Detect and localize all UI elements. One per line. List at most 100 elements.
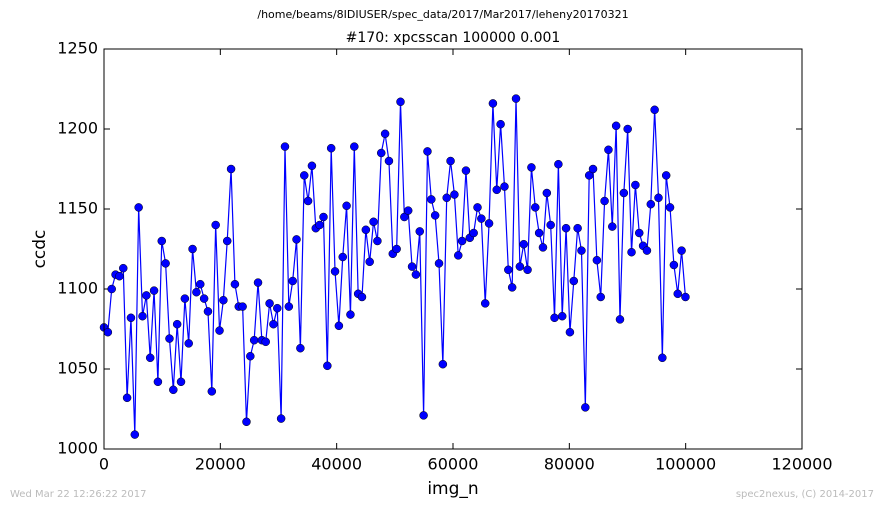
- data-point: [427, 195, 436, 204]
- data-point: [323, 361, 332, 371]
- data-point: [157, 236, 167, 246]
- data-point: [534, 228, 544, 238]
- data-point: [338, 252, 347, 262]
- data-point: [515, 262, 525, 271]
- data-point: [473, 203, 482, 212]
- data-point: [153, 377, 163, 387]
- data-point: [211, 220, 220, 230]
- data-point: [500, 182, 509, 191]
- data-point: [373, 236, 382, 246]
- data-point: [172, 319, 182, 329]
- data-point: [504, 265, 513, 275]
- data-point: [299, 171, 309, 180]
- data-point: [249, 335, 259, 345]
- data-point: [531, 203, 540, 212]
- data-point: [546, 220, 555, 230]
- data-point: [419, 411, 428, 420]
- data-point: [511, 94, 521, 103]
- y-tick-label: 1200: [57, 119, 98, 138]
- data-point: [646, 199, 656, 209]
- chart-title: #170: xpcsscan 100000 0.001: [346, 30, 561, 46]
- data-point: [577, 246, 586, 255]
- data-point: [192, 287, 201, 297]
- data-point: [219, 295, 228, 305]
- data-point: [592, 255, 602, 265]
- data-point: [550, 313, 559, 323]
- data-point: [654, 193, 663, 203]
- data-point: [650, 105, 659, 115]
- data-point: [319, 212, 328, 222]
- data-point: [276, 414, 286, 423]
- data-point: [130, 430, 140, 439]
- data-point: [284, 302, 294, 311]
- data-point: [176, 377, 186, 387]
- data-point: [588, 164, 598, 174]
- data-point: [303, 196, 313, 206]
- data-point: [507, 283, 517, 292]
- data-point: [207, 387, 217, 396]
- data-point: [581, 403, 590, 412]
- x-tick-label: 20000: [195, 455, 246, 474]
- data-point: [376, 148, 386, 158]
- data-point: [596, 292, 605, 302]
- data-point: [600, 196, 609, 206]
- y-axis-label: ccdc: [30, 230, 50, 269]
- data-point: [561, 223, 571, 233]
- data-point: [396, 97, 405, 107]
- data-point: [446, 156, 455, 166]
- x-axis-label: img_n: [427, 479, 478, 499]
- data-point: [265, 299, 274, 308]
- y-tick-label: 1100: [57, 279, 98, 298]
- data-point: [407, 262, 417, 271]
- data-point: [307, 161, 317, 171]
- data-point: [273, 303, 282, 313]
- data-point: [442, 193, 451, 203]
- suptitle: /home/beams/8IDIUSER/spec_data/2017/Mar2…: [257, 8, 628, 21]
- data-point: [450, 190, 459, 199]
- data-point: [411, 270, 421, 279]
- data-point: [188, 244, 197, 254]
- data-point: [423, 147, 432, 156]
- plot-frame: [103, 48, 803, 450]
- data-point: [261, 337, 270, 347]
- data-point: [403, 206, 413, 215]
- data-point: [292, 235, 301, 244]
- data-point: [642, 246, 652, 255]
- data-point: [107, 284, 116, 294]
- data-point: [457, 236, 467, 246]
- data-point: [565, 327, 575, 337]
- data-point: [246, 351, 255, 361]
- data-point: [438, 359, 448, 369]
- y-tick-label: 1050: [57, 359, 98, 378]
- y-tick-label: 1250: [57, 39, 98, 58]
- data-point: [538, 243, 548, 252]
- data-point: [430, 211, 440, 220]
- data-point: [627, 247, 636, 257]
- data-point: [334, 321, 344, 331]
- data-point: [634, 228, 644, 238]
- data-point: [631, 180, 640, 190]
- data-point: [400, 212, 409, 222]
- data-point: [361, 225, 371, 235]
- x-tick-label: 60000: [428, 455, 479, 474]
- data-point: [165, 334, 174, 343]
- data-point: [615, 315, 625, 324]
- data-point: [573, 223, 582, 233]
- x-tick-label: 0: [99, 455, 109, 474]
- data-point: [519, 239, 528, 249]
- data-point: [138, 311, 147, 321]
- data-point: [673, 289, 682, 299]
- data-point: [288, 276, 297, 286]
- data-point: [608, 222, 617, 231]
- data-point: [342, 201, 351, 211]
- data-point: [681, 292, 690, 302]
- data-point: [222, 236, 232, 246]
- data-point: [242, 417, 251, 427]
- data-point: [554, 159, 563, 169]
- data-point: [484, 219, 494, 228]
- data-point: [203, 307, 213, 316]
- data-point: [611, 121, 621, 131]
- data-point: [392, 244, 401, 254]
- data-point: [569, 276, 579, 286]
